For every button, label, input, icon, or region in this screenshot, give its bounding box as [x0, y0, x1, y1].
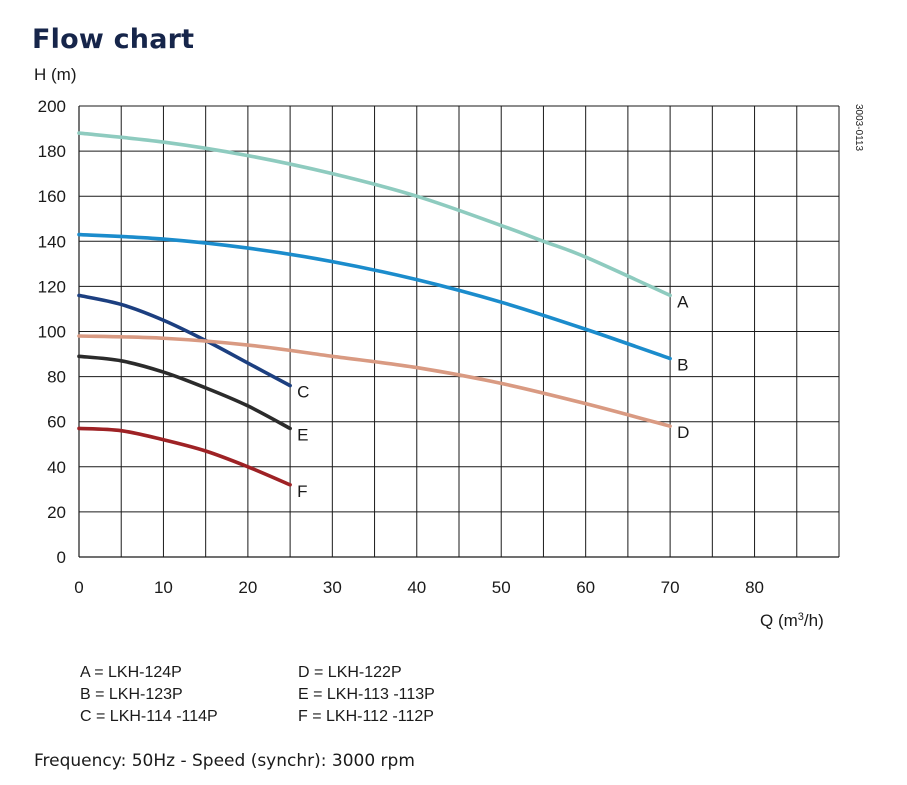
legend-column-2: D = LKH-122P E = LKH-113 -113P F = LKH-1…	[298, 662, 435, 728]
legend-item-e: E = LKH-113 -113P	[298, 686, 435, 703]
x-tick-label: 10	[154, 578, 173, 597]
curve-b	[77, 232, 672, 361]
legend-item-b: B = LKH-123P	[80, 686, 183, 703]
grid	[79, 105, 840, 557]
x-tick-label: 80	[745, 578, 764, 597]
x-tick-label: 0	[74, 578, 83, 597]
y-tick-label: 40	[47, 458, 66, 477]
curve-a	[77, 131, 672, 298]
curve-d	[77, 334, 672, 429]
curve-c	[77, 293, 292, 388]
y-tick-label: 140	[38, 232, 66, 251]
curve-label-d: D	[677, 423, 689, 442]
curve-e	[77, 354, 292, 431]
flow-chart: 0 20 40 60 80 100 120 140 160 180 200 0 10 20 30 40 50 60…	[34, 65, 864, 630]
x-tick-label: 30	[323, 578, 342, 597]
y-tick-label: 80	[47, 368, 66, 387]
document-code: 3003-0113	[853, 104, 864, 152]
axes	[78, 106, 839, 558]
chart-title: Flow chart	[32, 24, 195, 55]
legend-item-c: C = LKH-114 -114P	[80, 708, 218, 725]
curve-label-f: F	[297, 482, 307, 501]
y-tick-label: 120	[38, 277, 66, 296]
legend-item-f: F = LKH-112 -112P	[298, 708, 434, 725]
curve-f	[77, 426, 292, 487]
y-tick-label: 160	[38, 187, 66, 206]
y-axis-label: H (m)	[34, 65, 76, 84]
y-tick-label: 100	[38, 323, 66, 342]
x-tick-label: 70	[661, 578, 680, 597]
legend-item-a: A = LKH-124P	[80, 664, 182, 681]
curve-label-c: C	[297, 383, 309, 402]
footnote: Frequency: 50Hz - Speed (synchr): 3000 r…	[34, 751, 415, 771]
tick-labels: 0 20 40 60 80 100 120 140 160 180 200 0 10 20 30 40 50 60…	[38, 97, 764, 597]
y-tick-label: 180	[38, 142, 66, 161]
legend-column-1: A = LKH-124P B = LKH-123P C = LKH-114 -1…	[80, 662, 218, 728]
x-tick-label: 50	[492, 578, 511, 597]
x-tick-label: 40	[407, 578, 426, 597]
x-tick-label: 60	[576, 578, 595, 597]
x-axis-label: Q (m3/h)	[760, 611, 824, 630]
y-tick-label: 60	[47, 413, 66, 432]
y-tick-label: 20	[47, 503, 66, 522]
curve-label-b: B	[677, 356, 688, 375]
y-tick-label: 0	[57, 548, 66, 567]
curves	[77, 131, 672, 487]
x-tick-label: 20	[238, 578, 257, 597]
curve-label-a: A	[677, 292, 689, 311]
series-labels: A B C D E F	[297, 292, 689, 500]
y-tick-label: 200	[38, 97, 66, 116]
curve-label-e: E	[297, 425, 308, 444]
legend-item-d: D = LKH-122P	[298, 664, 402, 681]
